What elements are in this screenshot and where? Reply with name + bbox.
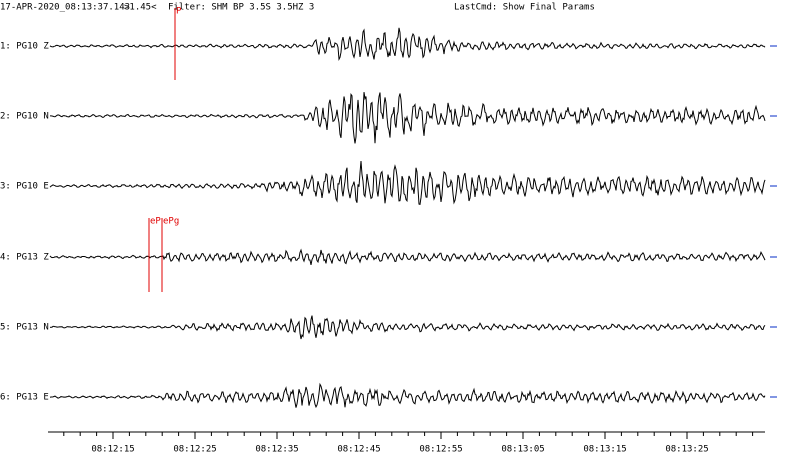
waveform <box>50 92 766 144</box>
waveform <box>49 315 766 340</box>
time-label: 08:13:15 <box>583 445 626 455</box>
waveform <box>49 27 766 61</box>
waveform <box>49 382 766 409</box>
time-label: 08:12:45 <box>337 445 380 455</box>
header-scale: >1.45< <box>124 3 157 13</box>
time-label: 08:12:35 <box>255 445 298 455</box>
header-datetime: 17-APR-2020_08:13:37.143 <box>0 3 130 13</box>
time-label: 08:12:25 <box>173 445 216 455</box>
phase-pick-label: P <box>176 7 182 17</box>
trace-label: 1: PG10 Z <box>0 42 49 52</box>
waveform <box>49 248 766 266</box>
header-last-command: LastCmd: Show Final Params <box>454 3 595 13</box>
time-label: 08:12:55 <box>419 445 462 455</box>
trace-label: 3: PG10 E <box>0 182 49 192</box>
time-label: 08:13:05 <box>501 445 544 455</box>
trace-label: 5: PG13 N <box>0 323 49 333</box>
phase-pick-label: eP <box>150 217 161 227</box>
trace-label: 2: PG10 N <box>0 112 49 122</box>
header-filter: Filter: SHM BP 3.5S 3.5HZ 3 <box>168 3 314 13</box>
phase-pick-label: ePg <box>163 217 179 227</box>
time-label: 08:13:25 <box>665 445 708 455</box>
trace-label: 6: PG13 E <box>0 393 49 403</box>
waveform <box>49 160 766 206</box>
trace-label: 4: PG13 Z <box>0 253 49 263</box>
time-label: 08:12:15 <box>91 445 134 455</box>
